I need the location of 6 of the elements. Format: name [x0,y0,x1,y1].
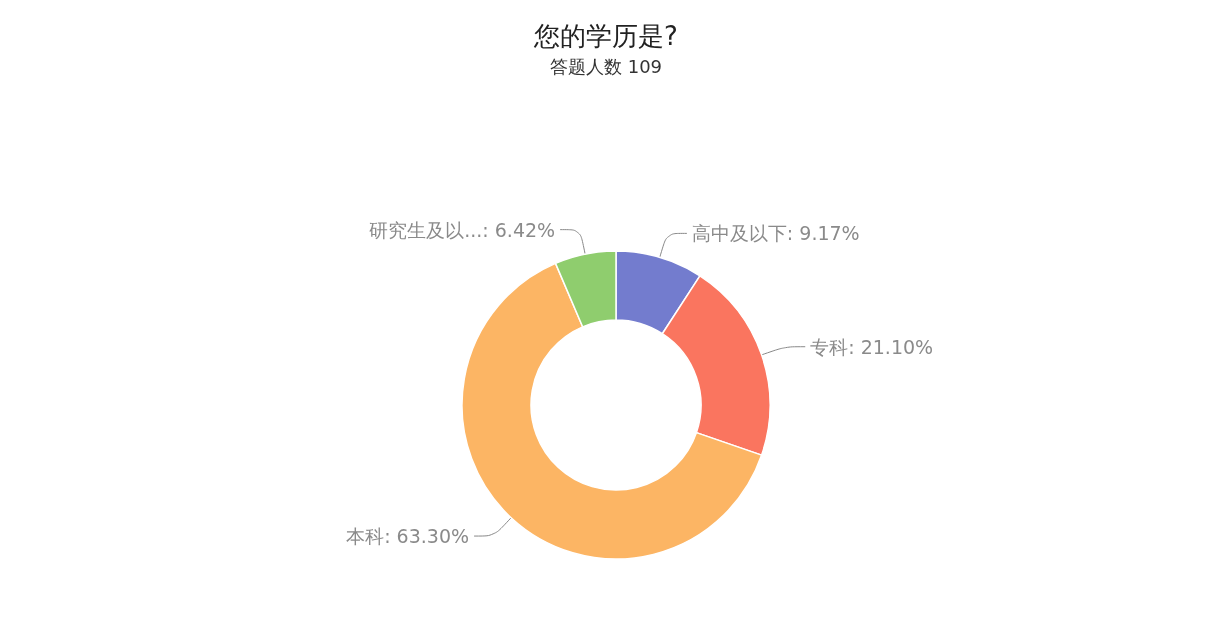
slice-label: 高中及以下: 9.17% [691,222,860,245]
slice-label: 研究生及以...: 6.42% [369,218,556,241]
chart-subtitle: 答题人数 109 [549,55,663,77]
slice-label: 本科: 63.30% [346,525,470,548]
slice-label: 专科: 21.10% [810,335,934,358]
chart-title: 您的学历是? [533,21,678,51]
